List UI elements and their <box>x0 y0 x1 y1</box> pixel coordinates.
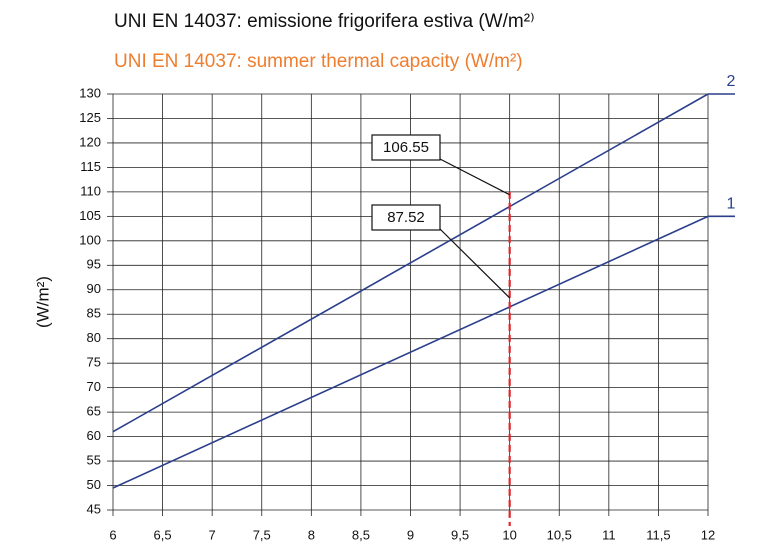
annotation-leader <box>439 228 511 299</box>
x-tick-label: 6,5 <box>154 527 172 542</box>
y-tick-label: 115 <box>80 159 101 174</box>
x-tick-label: 8 <box>308 527 315 542</box>
legend-label: 1 <box>727 196 736 213</box>
y-tick-label: 110 <box>80 183 101 198</box>
y-tick-label: 85 <box>87 306 101 321</box>
x-tick-label: 12 <box>701 527 715 542</box>
y-tick-label: 55 <box>87 452 101 467</box>
y-tick-label: 130 <box>79 85 101 100</box>
annotation-label: 106.55 <box>383 139 429 156</box>
series-line <box>112 215 709 489</box>
x-tick-label: 8,5 <box>352 527 370 542</box>
annotation-box <box>371 134 441 161</box>
x-tick-label: 10 <box>502 527 516 542</box>
chart-subtitle: UNI EN 14037: summer thermal capacity (W… <box>114 51 523 72</box>
annotation-label: 87.52 <box>387 209 425 226</box>
y-tick-label: 60 <box>87 428 101 443</box>
y-tick-label: 45 <box>87 501 101 516</box>
y-tick-label: 70 <box>87 379 101 394</box>
x-tick-label: 7 <box>209 527 216 542</box>
series-line <box>112 93 709 433</box>
x-tick-label: 7,5 <box>253 527 271 542</box>
annotation-leader <box>439 158 510 196</box>
y-axis-label: (W/m²) <box>33 276 52 328</box>
y-tick-label: 100 <box>79 232 101 247</box>
x-tick-label: 11,5 <box>646 527 670 542</box>
x-tick-label: 9 <box>407 527 414 542</box>
x-tick-label: 10,5 <box>547 527 572 542</box>
x-tick-label: 11 <box>602 527 616 542</box>
y-tick-label: 95 <box>87 257 101 272</box>
y-tick-label: 65 <box>87 404 101 419</box>
chart-title: UNI EN 14037: emissione frigorifera esti… <box>114 11 535 32</box>
y-tick-label: 80 <box>87 330 101 345</box>
y-tick-label: 75 <box>87 355 101 370</box>
y-tick-label: 50 <box>87 477 101 492</box>
x-tick-label: 6 <box>109 527 116 542</box>
y-tick-label: 90 <box>87 281 101 296</box>
x-tick-label: 9,5 <box>451 527 469 542</box>
legend-label: 2 <box>727 73 736 90</box>
annotation-box <box>371 204 441 231</box>
y-tick-label: 120 <box>79 134 101 149</box>
y-tick-label: 125 <box>79 110 101 125</box>
y-tick-label: 105 <box>79 208 101 223</box>
